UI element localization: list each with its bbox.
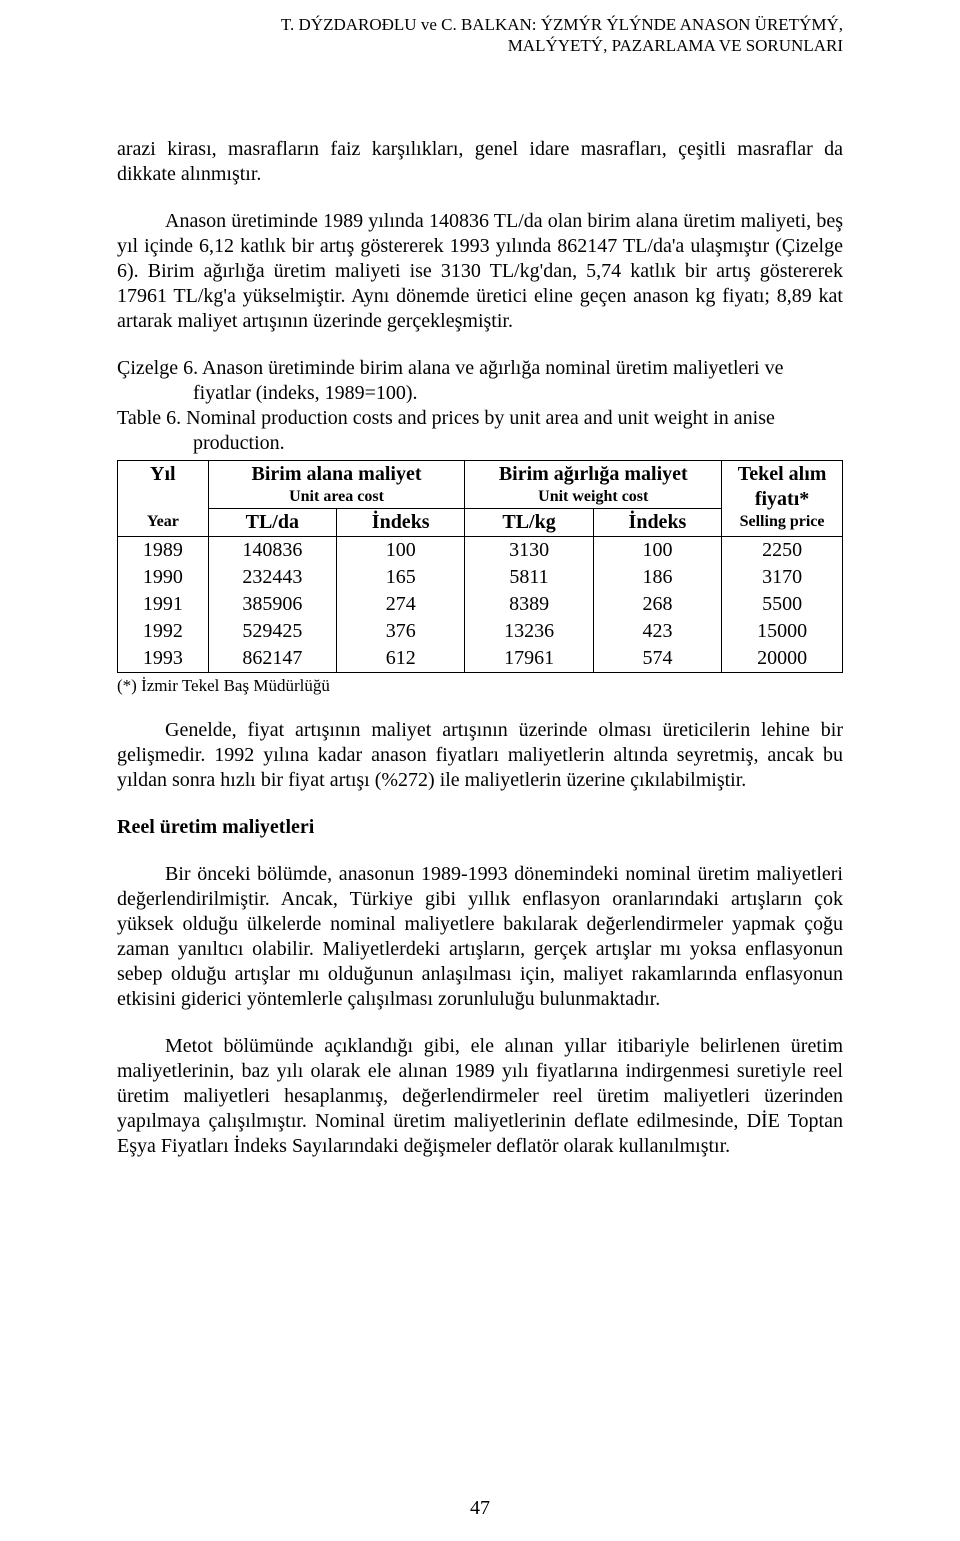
- cell-idx1: 274: [337, 591, 465, 618]
- table-row: 1989 140836 100 3130 100 2250: [118, 537, 843, 564]
- table-caption-en: Table 6. Nominal production costs and pr…: [117, 406, 843, 456]
- table-row: 1990 232443 165 5811 186 3170: [118, 564, 843, 591]
- cell-price: 20000: [722, 645, 843, 673]
- th-year-tr: Yıl: [150, 463, 176, 485]
- cell-price: 5500: [722, 591, 843, 618]
- cell-idx2: 574: [593, 645, 721, 673]
- th-price-en: Selling price: [728, 512, 836, 532]
- cell-tlkg: 17961: [465, 645, 593, 673]
- caption-tr-line2: fiyatlar (indeks, 1989=100).: [117, 381, 843, 406]
- paragraph-2: Anason üretiminde 1989 yılında 140836 TL…: [117, 209, 843, 334]
- cell-tlkg: 5811: [465, 564, 593, 591]
- cell-price: 15000: [722, 618, 843, 645]
- paragraph-3: Genelde, fiyat artışının maliyet artışın…: [117, 718, 843, 793]
- th-price: Tekel alım fiyatı* Selling price: [722, 460, 843, 536]
- caption-en-line1: Table 6. Nominal production costs and pr…: [117, 406, 843, 431]
- running-head: T. DÝZDAROÐLU ve C. BALKAN: ÝZMÝR ÝLÝNDE…: [117, 14, 843, 57]
- th-index-weight: İndeks: [593, 508, 721, 536]
- th-tlda: TL/da: [208, 508, 336, 536]
- cell-tlkg: 8389: [465, 591, 593, 618]
- cell-price: 3170: [722, 564, 843, 591]
- page-number: 47: [0, 1496, 960, 1521]
- table-row: 1992 529425 376 13236 423 15000: [118, 618, 843, 645]
- table-row: 1991 385906 274 8389 268 5500: [118, 591, 843, 618]
- cell-tlkg: 13236: [465, 618, 593, 645]
- th-tlkg: TL/kg: [465, 508, 593, 536]
- cell-tlda: 529425: [208, 618, 336, 645]
- running-head-line1: T. DÝZDAROÐLU ve C. BALKAN: ÝZMÝR ÝLÝNDE…: [117, 14, 843, 35]
- cell-idx2: 423: [593, 618, 721, 645]
- caption-tr-line1: Çizelge 6. Anason üretiminde birim alana…: [117, 356, 843, 381]
- cell-year: 1993: [118, 645, 209, 673]
- paragraph-4: Bir önceki bölümde, anasonun 1989-1993 d…: [117, 862, 843, 1012]
- cell-year: 1991: [118, 591, 209, 618]
- cell-year: 1992: [118, 618, 209, 645]
- table-footnote: (*) İzmir Tekel Baş Müdürlüğü: [117, 675, 843, 696]
- cell-tlda: 232443: [208, 564, 336, 591]
- cell-idx2: 268: [593, 591, 721, 618]
- cell-tlda: 385906: [208, 591, 336, 618]
- th-area-tr: Birim alana maliyet: [252, 463, 422, 485]
- section-heading: Reel üretim maliyetleri: [117, 815, 843, 840]
- th-weight-en: Unit weight cost: [471, 487, 715, 507]
- th-area: Birim alana maliyet Unit area cost: [208, 460, 465, 508]
- paragraph-5: Metot bölümünde açıklandığı gibi, ele al…: [117, 1034, 843, 1159]
- th-index-area: İndeks: [337, 508, 465, 536]
- cell-year: 1990: [118, 564, 209, 591]
- cell-idx1: 165: [337, 564, 465, 591]
- cell-idx1: 376: [337, 618, 465, 645]
- cell-idx2: 186: [593, 564, 721, 591]
- paragraph-1: arazi kirası, masrafların faiz karşılıkl…: [117, 137, 843, 187]
- table-caption-tr: Çizelge 6. Anason üretiminde birim alana…: [117, 356, 843, 406]
- th-year-en: Year: [124, 512, 202, 532]
- th-weight-tr: Birim ağırlığa maliyet: [499, 463, 688, 485]
- th-weight: Birim ağırlığa maliyet Unit weight cost: [465, 460, 722, 508]
- th-area-en: Unit area cost: [215, 487, 459, 507]
- page: T. DÝZDAROÐLU ve C. BALKAN: ÝZMÝR ÝLÝNDE…: [0, 0, 960, 1541]
- cell-idx1: 100: [337, 537, 465, 564]
- running-head-line2: MALÝYETÝ, PAZARLAMA VE SORUNLARI: [117, 35, 843, 56]
- caption-en-line2: production.: [117, 431, 843, 456]
- cell-tlkg: 3130: [465, 537, 593, 564]
- cell-year: 1989: [118, 537, 209, 564]
- table-row: 1993 862147 612 17961 574 20000: [118, 645, 843, 673]
- cell-price: 2250: [722, 537, 843, 564]
- cell-idx1: 612: [337, 645, 465, 673]
- cell-tlda: 140836: [208, 537, 336, 564]
- th-price-tr: Tekel alım fiyatı*: [738, 463, 827, 510]
- table-6: Yıl Year Birim alana maliyet Unit area c…: [117, 460, 843, 673]
- th-year: Yıl Year: [118, 460, 209, 536]
- cell-idx2: 100: [593, 537, 721, 564]
- cell-tlda: 862147: [208, 645, 336, 673]
